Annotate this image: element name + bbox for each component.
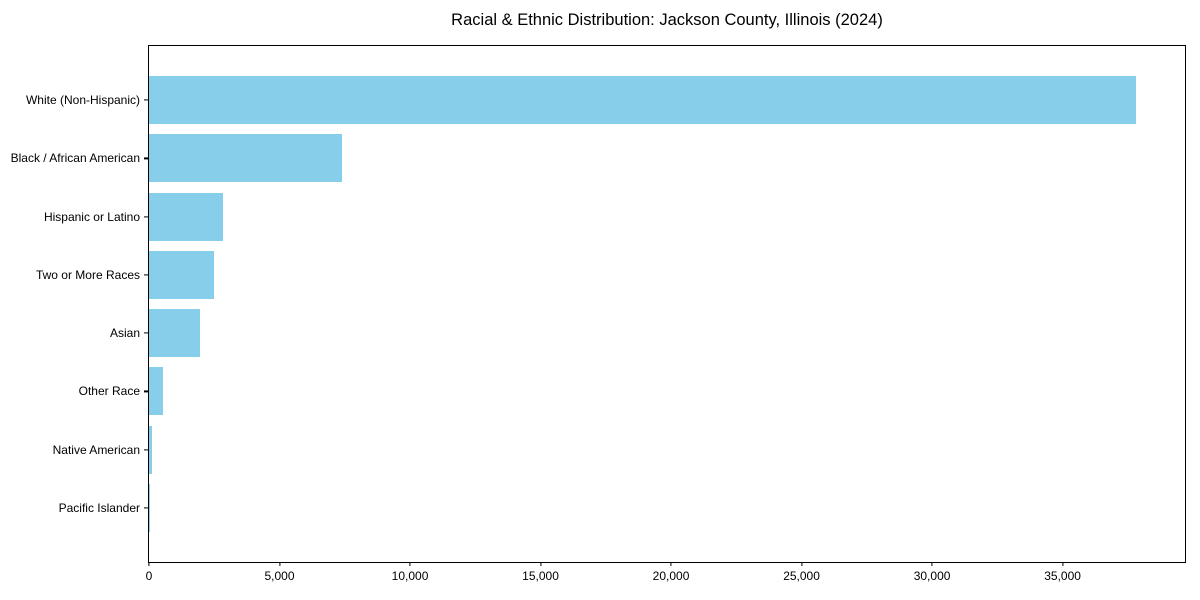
- y-tick-label: Black / African American: [10, 151, 140, 166]
- bar-row: White (Non-Hispanic): [26, 71, 1185, 129]
- x-tick-label: 10,000: [391, 569, 429, 583]
- x-tick-label: 5,000: [264, 569, 295, 583]
- bar: [149, 483, 150, 532]
- bar: [149, 250, 215, 299]
- plot-area: White (Non-Hispanic) Black / African Amer…: [11, 45, 1186, 583]
- bar: [149, 309, 201, 358]
- bar-row: Pacific Islander: [59, 479, 1185, 537]
- y-tick-label: Pacific Islander: [58, 500, 140, 515]
- y-tick-label: Other Race: [78, 384, 140, 399]
- x-tick-mark: [800, 562, 803, 566]
- y-tick-label: Asian: [109, 326, 140, 341]
- bar: [149, 425, 153, 474]
- x-tick-mark: [931, 562, 933, 566]
- y-tick-label: White (Non-Hispanic): [25, 93, 140, 108]
- bar-row: Native American: [53, 421, 1185, 479]
- y-tick-mark: [143, 274, 148, 276]
- y-tick-label: Two or More Races: [35, 267, 140, 282]
- y-tick-label: Native American: [52, 442, 140, 457]
- bar-row: Asian: [110, 304, 1185, 362]
- x-tick-mark: [1061, 562, 1064, 566]
- bar-row: Black / African American: [11, 129, 1185, 187]
- y-tick-mark: [143, 157, 148, 159]
- x-tick-mark: [409, 562, 411, 566]
- x-tick-mark: [670, 562, 672, 566]
- bar: [149, 76, 1136, 125]
- bar-row: Two or More Races: [36, 246, 1185, 304]
- chart-title: Racial & Ethnic Distribution: Jackson Co…: [451, 11, 883, 29]
- x-tick-mark: [148, 562, 150, 566]
- x-tick-label: 25,000: [783, 569, 820, 583]
- x-tick-label: 30,000: [913, 569, 951, 583]
- bar: [149, 134, 343, 183]
- bar: [149, 367, 164, 416]
- y-tick-mark: [143, 332, 148, 334]
- y-tick-mark: [143, 390, 148, 392]
- x-tick-label: 20,000: [652, 569, 690, 583]
- x-tick-mark: [539, 562, 542, 566]
- bar-row: Hispanic or Latino: [44, 188, 1185, 246]
- y-tick-mark: [143, 449, 148, 451]
- x-tick-label: 15,000: [522, 569, 559, 583]
- x-tick-mark: [278, 562, 281, 566]
- bar-row: Other Race: [79, 362, 1185, 420]
- x-tick-label: 0: [145, 569, 153, 583]
- x-tick-label: 35,000: [1044, 569, 1081, 583]
- bar-rows-container: White (Non-Hispanic) Black / African Amer…: [11, 46, 1185, 562]
- y-tick-mark: [143, 216, 148, 218]
- y-tick-mark: [143, 99, 148, 101]
- y-tick-mark: [143, 507, 148, 509]
- bar: [149, 192, 224, 241]
- y-tick-label: Hispanic or Latino: [43, 209, 140, 224]
